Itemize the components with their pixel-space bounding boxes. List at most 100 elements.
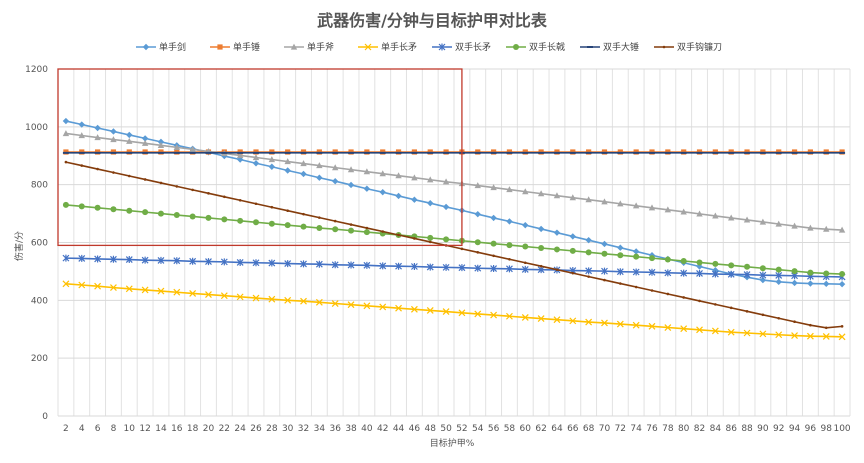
data-point — [696, 210, 703, 217]
data-point — [458, 264, 466, 272]
data-point — [680, 269, 688, 277]
data-point — [634, 285, 638, 289]
x-axis-label: 目标护甲% — [430, 437, 475, 449]
data-point — [268, 220, 275, 227]
y-tick-label: 1000 — [25, 123, 48, 133]
data-point — [585, 318, 593, 326]
x-tick-label: 66 — [567, 424, 579, 434]
x-tick-label: 82 — [694, 424, 705, 434]
series-6 — [62, 201, 846, 278]
data-point — [363, 185, 371, 192]
data-point — [189, 257, 197, 265]
data-point — [205, 291, 212, 298]
x-tick-label: 8 — [111, 424, 117, 434]
y-axis-label: 伤害/分 — [13, 231, 25, 261]
data-point — [395, 262, 402, 270]
data-point — [823, 225, 830, 232]
data-point — [96, 167, 99, 171]
data-point — [569, 194, 576, 201]
data-point — [78, 121, 85, 128]
data-point — [252, 160, 260, 167]
data-point — [426, 263, 434, 271]
data-point — [711, 327, 719, 335]
data-point — [363, 168, 371, 175]
data-point — [727, 270, 735, 278]
data-point — [633, 253, 640, 260]
x-tick-label: 74 — [630, 424, 642, 434]
data-point — [632, 268, 640, 276]
x-tick-label: 54 — [472, 424, 484, 434]
data-point — [840, 325, 844, 328]
data-point — [666, 292, 670, 296]
data-point — [427, 199, 434, 207]
data-point — [62, 130, 70, 137]
legend-label: 双手钩镰刀 — [677, 41, 722, 53]
data-point — [506, 242, 513, 249]
series-3 — [62, 130, 846, 233]
data-point — [300, 297, 307, 305]
data-point — [110, 206, 117, 213]
grid — [57, 68, 851, 417]
chart-title: 武器伤害/分钟与目标护甲对比表 — [317, 11, 548, 30]
data-point — [64, 160, 68, 164]
data-point — [411, 174, 418, 181]
data-point — [363, 302, 371, 310]
data-point — [94, 204, 101, 211]
x-tick-label: 26 — [250, 424, 262, 434]
data-point — [141, 135, 149, 142]
data-point — [173, 288, 181, 296]
data-point — [506, 186, 513, 193]
data-point — [777, 316, 781, 320]
data-point — [78, 203, 85, 210]
data-point — [632, 202, 640, 209]
data-point — [142, 209, 149, 216]
data-point — [791, 268, 798, 275]
legend-item: 双手长戟 — [506, 41, 565, 53]
data-point — [332, 164, 339, 171]
data-point — [521, 313, 529, 321]
data-point — [585, 236, 592, 244]
data-point — [110, 128, 117, 135]
data-point — [521, 265, 529, 273]
data-point — [94, 282, 102, 290]
series-line — [65, 283, 843, 338]
data-point — [395, 304, 402, 312]
data-point — [680, 325, 688, 333]
legend-label: 单手剑 — [159, 41, 186, 53]
x-tick-label: 30 — [282, 424, 294, 434]
data-point — [553, 192, 561, 199]
data-point — [141, 286, 149, 294]
data-point — [220, 258, 228, 266]
y-axis-ticks: 0 200 400 600 800 1000 1200 — [25, 65, 48, 422]
data-point — [682, 296, 685, 299]
data-point — [761, 313, 765, 317]
data-point — [714, 303, 717, 306]
legend-label: 单手锤 — [233, 41, 260, 53]
data-point — [237, 217, 244, 224]
data-point — [476, 251, 480, 254]
data-point — [460, 247, 464, 251]
x-tick-label: 48 — [425, 424, 437, 434]
data-point — [616, 268, 624, 276]
x-tick-label: 6 — [95, 424, 101, 434]
series-4 — [62, 280, 846, 341]
data-point — [759, 330, 767, 338]
data-point — [331, 261, 339, 269]
data-point — [300, 170, 307, 178]
data-point — [537, 225, 545, 233]
data-point — [775, 220, 782, 227]
data-point — [110, 284, 117, 292]
data-point — [284, 260, 292, 268]
data-point — [315, 260, 323, 268]
data-point — [664, 324, 672, 331]
data-point — [727, 328, 735, 336]
data-point — [490, 214, 497, 222]
data-point — [474, 210, 481, 218]
y-tick-label: 400 — [31, 296, 48, 306]
x-tick-label: 28 — [266, 424, 278, 434]
data-point — [217, 44, 223, 50]
data-point — [522, 221, 529, 229]
data-point — [157, 141, 165, 148]
data-point — [632, 248, 640, 255]
